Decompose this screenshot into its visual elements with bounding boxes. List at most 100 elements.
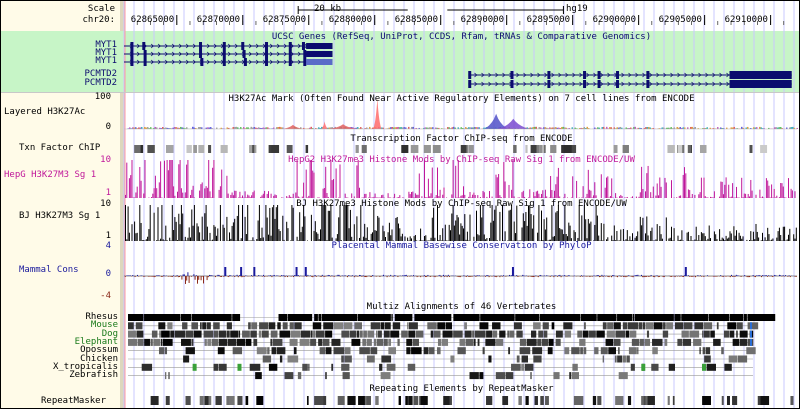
phylop-positive [158,275,160,276]
txn-factor-cluster [699,145,707,153]
signal-bar [682,174,684,198]
signal-bar [381,127,383,129]
phylop-negative [716,276,718,277]
txn-factor-cluster [687,145,692,153]
signal-bar [245,234,247,241]
species-label[interactable]: Rhesus [85,312,118,322]
signal-bar [160,161,162,198]
species-label[interactable]: Elephant [74,336,118,347]
alignment-block [594,347,599,355]
hepg2-track-title[interactable]: HepG2 H3K27me3 Histone Mods by ChIP-seq … [288,155,635,165]
alignment-edge [750,330,752,338]
gene-exon [646,80,650,88]
signal-bar [264,190,266,198]
signal-bar [413,236,415,241]
phylop-negative [242,276,244,277]
genes-track-title[interactable]: UCSC Genes (RefSeq, UniProt, CCDS, Rfam,… [271,32,652,42]
alignment-block [255,372,262,380]
signal-bar [564,193,566,198]
alignment-block [681,330,689,338]
phylop-positive [283,275,285,276]
hepg2-track-label[interactable]: HepG H3K27M3 Sg 1 [4,170,97,180]
species-label[interactable]: X_tropicalis [52,361,118,372]
signal-bar [277,126,279,129]
signal-bar [128,178,130,198]
signal-bar [526,225,528,241]
repeatmasker-track-title[interactable]: Repeating Elements by RepeatMasker [369,384,554,394]
gene-label[interactable]: PCMTD2 [84,69,117,79]
phylop-positive [546,275,548,276]
signal-bar [234,190,236,198]
multiz-track-title[interactable]: Multiz Alignments of 46 Vertebrates [366,302,557,312]
signal-bar [212,239,214,241]
signal-bar [764,237,766,241]
signal-bar [649,127,651,129]
gene-label[interactable]: PCMTD2 [84,78,117,88]
signal-bar [574,127,576,129]
repeatmasker-track-label[interactable]: RepeatMasker [41,396,107,406]
phylop-negative [392,276,394,277]
species-label[interactable]: Opossum [80,345,118,356]
signal-bar [668,238,670,241]
signal-bar [563,234,565,241]
signal-bar [755,223,757,241]
phylop-positive [540,274,542,276]
species-label[interactable]: Mouse [90,320,118,331]
gene-label[interactable]: MYT1 [95,40,117,50]
alignment-block [509,330,515,338]
h3k27ac-track-label[interactable]: Layered H3K27Ac [4,107,86,117]
phylop-positive [558,275,560,276]
bj-track-label[interactable]: BJ H3K27M3 Sg 1 [19,211,101,221]
signal-bar [508,210,510,241]
phylop-negative [444,276,446,277]
phylop-track-title[interactable]: Placental Mammal Basewise Conservation b… [331,241,592,251]
signal-bar [630,127,632,129]
species-label[interactable]: Chicken [80,353,118,364]
strand-arrow [227,59,232,65]
signal-bar [730,196,732,198]
phylop-track-label[interactable]: Mammal Cons [19,265,79,275]
gene-exon [288,58,292,66]
signal-bar [733,226,735,241]
gene-label[interactable]: MYT1 [95,56,117,66]
signal-bar [291,197,293,198]
species-label[interactable]: Zebrafish [69,370,118,381]
signal-bar [278,229,280,241]
repeat-element [165,396,170,405]
txn-factor-cluster [286,145,293,153]
signal-bar [606,177,607,198]
alignment-block [259,322,269,330]
signal-bar [366,227,368,241]
signal-bar [325,205,327,241]
species-label[interactable]: Dog [101,328,118,339]
txn-track-title[interactable]: Transcription Factor ChIP-seq from ENCOD… [350,134,573,144]
signal-bar [211,128,213,129]
txn-track-label[interactable]: Txn Factor ChIP [19,143,101,153]
signal-bar [323,205,325,241]
signal-bar [147,236,149,241]
signal-bar [364,193,366,198]
h3k27ac-track-title[interactable]: H3K27Ac Mark (Often Found Near Active Re… [228,94,695,104]
alignment-block [370,322,381,330]
strand-arrow [642,81,646,87]
signal-bar [583,127,585,129]
signal-bar [729,197,731,198]
phylop-positive [636,274,638,276]
alignment-block [465,338,473,346]
bj-track-title[interactable]: BJ H3K27me3 Histone Mods by ChIP-seq Raw… [296,199,627,209]
strand-arrow [607,72,611,78]
signal-bar [526,127,528,129]
signal-bar [681,230,683,241]
signal-bar [235,190,237,198]
alignment-block [453,330,463,338]
phylop-positive [439,274,441,276]
strand-arrow [572,72,576,78]
signal-bar [431,167,433,198]
gene-label[interactable]: MYT1 [95,48,117,58]
alignment-block [321,314,358,321]
side-drag-bar[interactable] [120,1,124,408]
phylop-negative [457,276,459,277]
signal-bar [370,197,372,198]
